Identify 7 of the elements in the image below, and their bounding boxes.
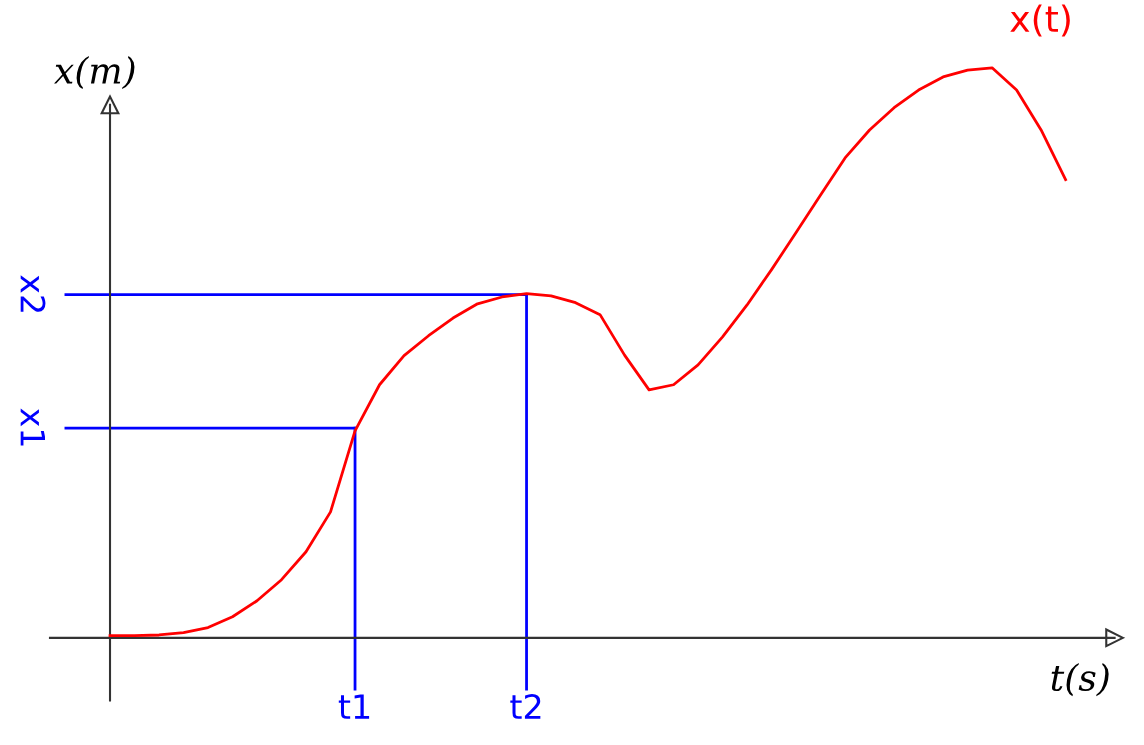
x-axis-title: t(s) (1051, 663, 1109, 697)
ref-line-label: x1 (20, 408, 45, 446)
y-axis-title: x(m) (54, 56, 135, 90)
x-tick-label: t2 (510, 693, 541, 719)
ref-line-label: x2 (20, 275, 46, 312)
series-label: x(t) (1010, 4, 1070, 37)
x-tick-label: t1 (338, 694, 370, 719)
